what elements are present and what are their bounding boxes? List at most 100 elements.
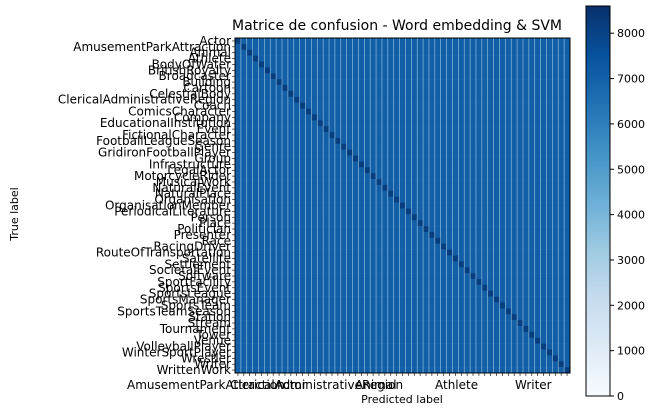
y-tick-label: Cartoon [183, 81, 231, 95]
heatmap-cell [511, 132, 518, 139]
heatmap-cell [552, 120, 559, 127]
heatmap-cell [264, 261, 271, 268]
heatmap-cell [446, 161, 453, 168]
heatmap-cell [323, 278, 330, 286]
heatmap-cell [423, 79, 430, 86]
heatmap-cell [387, 108, 394, 115]
heatmap-cell [434, 261, 442, 268]
colorbar-tick-label: 5000 [617, 163, 645, 176]
heatmap-cell [499, 137, 506, 145]
heatmap-cell [264, 255, 271, 262]
heatmap-cell [376, 226, 383, 233]
heatmap-cell [240, 161, 248, 168]
heatmap-cell [246, 161, 253, 168]
heatmap-cell [370, 208, 377, 215]
heatmap-cell [552, 108, 559, 115]
heatmap-cell [370, 214, 377, 221]
heatmap-cell [270, 120, 277, 127]
heatmap-cell [417, 161, 424, 168]
heatmap-cell [317, 226, 324, 233]
heatmap-cell [276, 108, 283, 115]
heatmap-cell [352, 261, 359, 268]
heatmap-cell [423, 220, 430, 227]
heatmap-cell [470, 102, 477, 109]
heatmap-cell [287, 114, 295, 121]
heatmap-cell [252, 73, 259, 80]
heatmap-cell [370, 243, 377, 250]
colorbar-tick-label: 6000 [617, 118, 645, 131]
heatmap-cell [481, 314, 489, 321]
heatmap-cell [346, 79, 353, 86]
y-tick-label: Station [188, 310, 231, 324]
heatmap-cell [258, 179, 265, 186]
heatmap-cell [258, 55, 265, 62]
heatmap-cell [293, 296, 300, 303]
heatmap-cell [405, 43, 412, 51]
heatmap-cell [287, 85, 295, 92]
heatmap-cell [370, 278, 377, 286]
heatmap-cell [446, 108, 453, 115]
heatmap-cell [475, 349, 483, 356]
heatmap-cell [240, 243, 248, 250]
heatmap-cell [393, 273, 400, 280]
heatmap-cell [522, 214, 530, 221]
heatmap-cell [270, 231, 277, 239]
heatmap-cell [499, 90, 506, 98]
heatmap-cell [546, 173, 553, 180]
heatmap-cell [323, 79, 330, 86]
heatmap-cell [411, 55, 418, 62]
heatmap-cell [246, 249, 253, 256]
y-tick-label: SportsManager [140, 293, 231, 307]
heatmap-cell [329, 85, 336, 92]
heatmap-cell [264, 43, 271, 51]
heatmap-cell [540, 361, 547, 368]
heatmap-cell [317, 255, 324, 262]
heatmap-cell [464, 155, 471, 162]
heatmap-cell [399, 143, 406, 150]
heatmap-cell [329, 173, 336, 180]
heatmap-cell [381, 73, 389, 80]
heatmap-cell [546, 190, 553, 197]
heatmap-cell [499, 161, 506, 168]
heatmap-cell [393, 114, 400, 121]
heatmap-cell [411, 73, 418, 80]
heatmap-cell [376, 267, 383, 274]
heatmap-cell [540, 308, 547, 315]
heatmap-cell [428, 214, 436, 221]
heatmap-cell [358, 331, 365, 339]
heatmap-cell [487, 190, 494, 197]
heatmap-cell [317, 349, 324, 356]
heatmap-cell [240, 167, 248, 174]
heatmap-cell [252, 208, 259, 215]
heatmap-cell [352, 149, 359, 156]
heatmap-cell [546, 255, 553, 262]
heatmap-cell [452, 273, 459, 280]
heatmap-cell [258, 278, 265, 286]
heatmap-cell [358, 231, 365, 239]
heatmap-cell [399, 132, 406, 139]
heatmap-cell [246, 120, 253, 127]
heatmap-cell [340, 179, 347, 186]
heatmap-cell [470, 320, 477, 327]
heatmap-cell [411, 184, 418, 192]
heatmap-cell [564, 208, 571, 215]
heatmap-cell [376, 137, 383, 145]
heatmap-cell [534, 202, 541, 209]
heatmap-cell [287, 320, 295, 327]
heatmap-cell [440, 296, 447, 303]
heatmap-cell [405, 349, 412, 356]
heatmap-cell [505, 325, 512, 333]
heatmap-cell [458, 173, 465, 180]
heatmap-cell [235, 73, 242, 80]
heatmap-cell [540, 273, 547, 280]
heatmap-cell [334, 367, 342, 374]
heatmap-cell [270, 208, 277, 215]
heatmap-cell [252, 114, 259, 121]
heatmap-cell [376, 38, 383, 45]
heatmap-cell [358, 196, 365, 203]
heatmap-cell [522, 184, 530, 192]
heatmap-cell [287, 231, 295, 239]
heatmap-cell [258, 155, 265, 162]
heatmap-cell [323, 149, 330, 156]
heatmap-cell [505, 132, 512, 139]
